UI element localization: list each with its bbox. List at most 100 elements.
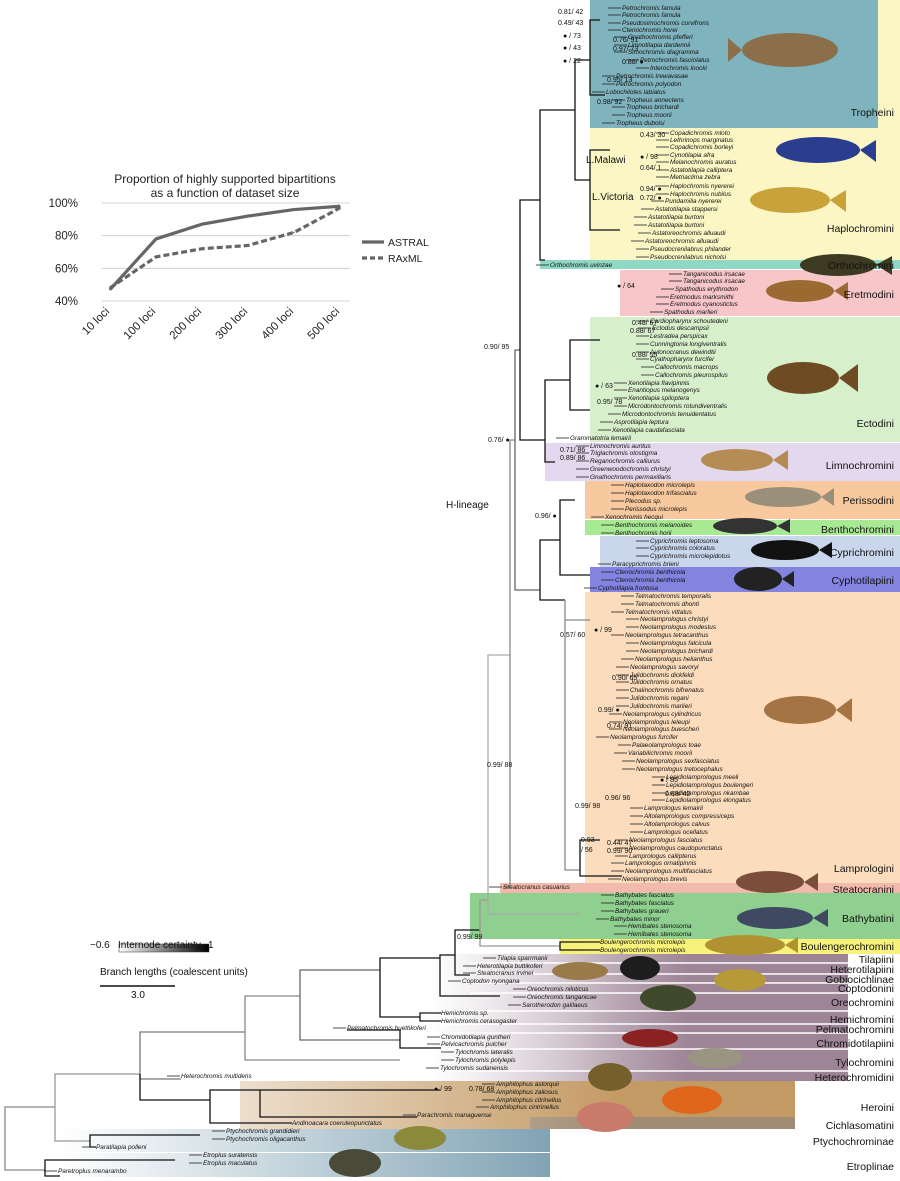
certainty-label: Internode certainty — [118, 940, 201, 951]
fish-icon — [764, 696, 852, 724]
taxon-label: Lamprologus callipterus — [629, 853, 697, 860]
tribe-label: Bathybatini — [842, 913, 894, 925]
taxon-label: Aulonocranus dewindtii — [649, 349, 716, 356]
taxon-label: Lamprologus lemairii — [644, 805, 704, 812]
taxon-label: Lepidiolamprologus elongatus — [666, 797, 752, 804]
support-value: 0.90/ 65 — [612, 675, 637, 682]
label-h-lineage: H-lineage — [446, 500, 489, 511]
support-value: 0.81/ 42 — [558, 9, 583, 16]
tribe-label: Heterochromidini — [815, 1072, 894, 1084]
support-value: 0.78/ 68 — [469, 1086, 494, 1093]
fish-icon — [705, 935, 798, 955]
taxon-label: Petrochromis trewavasae — [616, 73, 689, 80]
support-value: 0.97/ 73 — [613, 46, 638, 53]
support-value: 0.98/ 92 — [597, 99, 622, 106]
phylogenetic-tree — [4, 19, 622, 1177]
chart-y-tick: 40% — [55, 296, 78, 308]
support-value: ● / 73 — [563, 33, 581, 40]
taxon-label: Neolamprologus buescheri — [623, 726, 700, 733]
tribe-label: Tilapiini — [859, 954, 894, 966]
support-value: 0.94/ ● — [640, 186, 662, 193]
legend-label: ASTRAL — [388, 237, 429, 249]
taxon-label: Amphilophus cintrinellus — [489, 1104, 560, 1111]
fish-icon — [736, 871, 818, 893]
tribe-label: Heterotilapiini — [830, 964, 894, 976]
taxon-label: Steatocranus irvinei — [477, 970, 534, 977]
fish-icon — [329, 1149, 381, 1177]
taxon-label: Neolamprologus brevis — [622, 876, 688, 883]
taxon-label: Parachromis managuense — [417, 1112, 492, 1119]
taxon-label: Neolamprologus modestus — [640, 624, 717, 631]
taxon-label: Perissodus microlepis — [625, 506, 688, 513]
tribe-label: Perissodini — [843, 495, 894, 507]
support-value: ● / 85 — [660, 777, 678, 784]
taxon-label: Boulengerochromis microlepis — [600, 939, 686, 946]
support-value: 0.76/ 91 — [613, 37, 638, 44]
taxon-label: Haplochromis nubilus — [670, 191, 732, 198]
support-value: 0.99/ 98 — [575, 803, 600, 810]
chart-point — [247, 244, 249, 247]
taxon-label: Neolamprologus tretocephalus — [636, 766, 723, 773]
support-value: 0.74/ 91 — [607, 723, 632, 730]
taxon-label: Julidochromis marlieri — [629, 703, 692, 710]
taxon-label: Astatotilapia burtoni — [647, 214, 705, 221]
branch-length-value: 3.0 — [131, 990, 145, 1001]
tribe-label: Haplochromini — [827, 223, 894, 235]
fish-icon — [662, 1086, 722, 1114]
taxon-label: Limnotilapia dardennii — [628, 42, 691, 49]
taxon-label: Asprotilapia leptura — [613, 419, 669, 426]
tribe-label: Oreochromini — [831, 997, 894, 1009]
taxon-label: Microdontochromis rotundiventralis — [628, 403, 728, 410]
fish-icon — [745, 487, 834, 507]
taxon-label: Andinoacara coeruleopunctatus — [291, 1120, 383, 1127]
taxon-label: Limnochromis auritus — [590, 443, 652, 450]
taxon-label: Neolamprologus fasciatus — [629, 837, 703, 844]
legend-label: RAxML — [388, 253, 423, 265]
taxon-label: Spathodus erythrodon — [675, 286, 738, 293]
taxon-label: Petrochromis famula — [622, 12, 681, 19]
support-value: 0.99/ ● — [598, 707, 620, 714]
band-steatocranini — [500, 883, 900, 893]
taxon-label: Haplochromis nyererei — [670, 183, 735, 190]
taxon-label: Cyphotilapia frontosa — [598, 585, 658, 592]
taxon-label: Pseudocrenilabrus nicholsi — [650, 254, 727, 261]
taxon-label: Heterotilapia buttikoferi — [477, 963, 543, 970]
support-value: ● / 22 — [563, 58, 581, 65]
taxon-label: Callochromis macrops — [655, 364, 719, 371]
taxon-label: Palaeolamprologus toae — [632, 742, 701, 749]
tribe-labels: Tropheini Haplochromini Orthochromini Eretm… — [801, 107, 895, 1173]
taxon-label: Ectodus descampsii — [652, 325, 709, 332]
taxon-label: Cynotilapia afra — [670, 152, 715, 159]
chart-x-tick: 200 loci — [168, 306, 205, 343]
band-perissodini — [585, 481, 900, 519]
branch-length-legend: Branch lengths (coalescent units) 3.0 — [100, 967, 248, 1001]
tribe-label: Cyphotilapiini — [832, 575, 894, 587]
taxon-label: Eretmodus marksmithi — [670, 294, 734, 301]
tribe-label: Cichlasomatini — [826, 1120, 894, 1132]
fish-icon — [776, 137, 876, 163]
bipartition-chart: Proportion of highly supported bipartiti… — [49, 172, 429, 342]
taxon-label: Petrochromis famula — [622, 5, 681, 12]
clade-bands — [60, 0, 900, 1178]
taxon-label: Sarotherodon galilaeus — [522, 1002, 589, 1009]
support-value: 0.88/ 42 — [665, 791, 690, 798]
taxon-label: Ctenochromis horei — [622, 27, 678, 34]
taxon-label: Cardiopharynx schoutedeni — [650, 318, 728, 325]
tribe-label: Lamprologini — [834, 863, 894, 875]
chart-grid — [102, 202, 350, 302]
chart-subtitle: as a function of dataset size — [151, 186, 300, 200]
taxon-label: Oreochromis niloticus — [527, 986, 589, 993]
taxon-label: Neolamprologus cylindricus — [623, 711, 702, 718]
support-value: 0.64/ 1 — [640, 165, 662, 172]
chart-point — [339, 205, 341, 208]
chart-point — [201, 223, 203, 226]
taxon-label: Lestradea perspicax — [650, 333, 708, 340]
taxon-label: Orthochromis uvinzae — [550, 262, 613, 269]
support-value: 0.49/ 43 — [558, 20, 583, 27]
certainty-gradient — [118, 943, 210, 953]
support-value: 0.96/ ● — [535, 513, 557, 520]
tribe-label: Tylochromini — [835, 1057, 894, 1069]
tribe-label: Hemichromini — [830, 1014, 894, 1026]
tribe-label: Heroini — [861, 1102, 894, 1114]
support-value: / 56 — [581, 847, 593, 854]
